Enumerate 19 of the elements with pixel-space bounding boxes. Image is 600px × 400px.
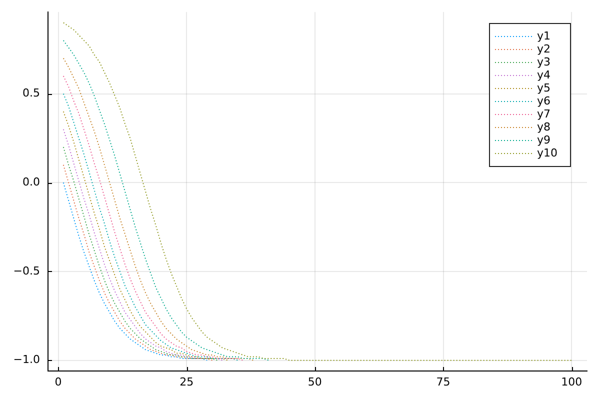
legend-label: y9 [537, 133, 551, 146]
x-tick-label: 0 [54, 375, 62, 388]
legend-label: y5 [537, 81, 551, 94]
legend-label: y10 [537, 146, 558, 160]
x-tick-label: 25 [180, 375, 194, 388]
x-tick-label: 50 [308, 375, 322, 388]
legend-label: y4 [537, 68, 551, 82]
legend-label: y8 [537, 120, 551, 134]
legend-label: y6 [537, 94, 551, 108]
x-tick-label: 75 [436, 375, 450, 388]
legend-label: y3 [537, 55, 551, 68]
y-tick-label: 0.5 [22, 86, 40, 100]
legend-label: y7 [537, 107, 551, 120]
legend-label: y2 [537, 42, 551, 56]
x-tick-label: 100 [561, 375, 582, 388]
y-tick-label: −0.5 [13, 264, 40, 278]
y-tick-label: −1.0 [13, 353, 40, 366]
y-tick-label: 0.0 [22, 175, 40, 188]
legend-label: y1 [537, 29, 551, 42]
